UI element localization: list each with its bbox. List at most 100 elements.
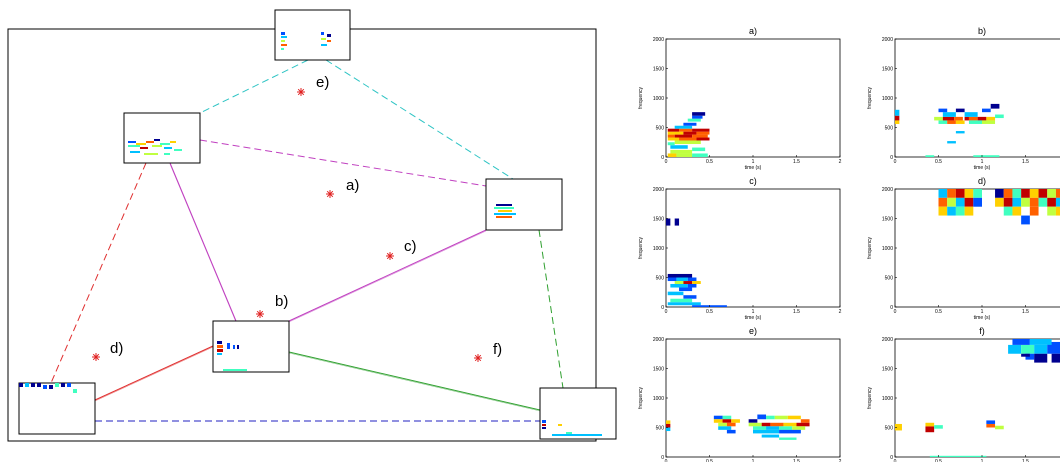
node-thumb-cell [237, 345, 239, 349]
spectro-cell [718, 422, 727, 427]
node-thumb-cell [154, 139, 160, 141]
y-axis-label: frequency [638, 387, 644, 409]
node-thumb-cell [174, 149, 182, 151]
node-thumb-cell [73, 389, 77, 393]
star-label-2: c) [404, 238, 417, 255]
y-tick-label: 0 [661, 155, 664, 161]
star-stroke [256, 310, 264, 318]
x-tick-label: 0 [665, 459, 668, 462]
x-axis-label: time (s) [745, 315, 762, 321]
x-tick-label: 1 [752, 459, 755, 462]
node-thumb-cell [281, 40, 285, 42]
spectro-cell [947, 120, 956, 124]
x-tick-label: 1.5 [793, 309, 800, 315]
star-stroke [297, 88, 305, 96]
spectro-cell [986, 420, 996, 424]
node-thumb-cell [25, 383, 29, 387]
spectro-cell [696, 131, 710, 135]
spectro-cell [670, 283, 688, 288]
y-tick-label: 1000 [882, 246, 893, 252]
spectro-cell [1012, 339, 1030, 345]
spectro-cell [995, 114, 1004, 119]
spectro-cell [1055, 206, 1060, 216]
y-tick-label: 2000 [882, 37, 893, 43]
node-thumb-cell [552, 434, 602, 436]
node-thumb-cell [37, 383, 41, 387]
node-thumb-cell [170, 141, 176, 143]
spectro-cell [938, 197, 948, 207]
node-thumb-cell [496, 204, 512, 206]
node-lower-left [18, 382, 96, 435]
y-axis-label: frequency [867, 387, 873, 409]
spectro-cell [947, 189, 956, 198]
star-label-3: b) [275, 293, 288, 310]
node-thumb-cell [227, 343, 230, 349]
spectro-cell [955, 120, 965, 124]
node-thumb-cell [61, 383, 65, 387]
y-axis-label: frequency [867, 237, 873, 259]
edge-upper-left-center [169, 162, 237, 322]
y-tick-label: 1000 [653, 96, 664, 102]
x-axis-label: time (s) [974, 165, 991, 171]
edge-shadow-right-center [288, 230, 487, 323]
edge-top-upper-left [199, 59, 309, 114]
y-tick-label: 1000 [882, 96, 893, 102]
x-tick-label: 0 [894, 309, 897, 315]
spectro-cell [761, 422, 771, 427]
edge-shadow-lower-left-center [94, 346, 214, 402]
node-thumb-cell [327, 34, 331, 37]
x-tick-label: 1 [981, 159, 984, 165]
spectro-cell [779, 429, 801, 434]
node-upper-left [123, 112, 201, 164]
node-center [212, 320, 290, 373]
spectro-cell [679, 137, 697, 141]
spectro-cell [674, 281, 684, 284]
spectro-cell [722, 419, 732, 423]
spectro-cell [796, 422, 810, 427]
spectro-cell [692, 153, 708, 157]
y-tick-label: 500 [656, 126, 665, 132]
edge-upper-left-right [199, 139, 487, 187]
node-thumb-cell [31, 383, 35, 387]
spectro-cell [674, 134, 693, 138]
x-tick-label: 2 [839, 159, 842, 165]
star-marker-3: b) [256, 293, 288, 318]
y-tick-label: 2000 [653, 337, 664, 343]
y-tick-label: 0 [890, 305, 893, 311]
spectro-cell [774, 415, 788, 420]
node-box-center [212, 320, 290, 373]
network-diagram: e) a) c) b) d) f) [7, 9, 617, 442]
node-thumb-cell [217, 349, 223, 352]
node-thumb-cell [327, 40, 331, 42]
spectro-cell [1012, 197, 1022, 207]
x-tick-label: 0.5 [935, 159, 942, 165]
node-thumb-cell [321, 32, 324, 35]
spectro-cell [761, 434, 780, 438]
x-tick-label: 0 [894, 459, 897, 462]
spectro-cell [696, 137, 710, 141]
node-thumb-cell [494, 207, 514, 209]
spectro-cell [722, 415, 732, 420]
y-tick-label: 0 [661, 305, 664, 311]
spectro-cell [1047, 197, 1056, 207]
node-thumb-cell [542, 420, 546, 423]
x-tick-label: 1.5 [793, 459, 800, 462]
panel-title: d) [978, 176, 986, 186]
x-tick-label: 1.5 [793, 159, 800, 165]
spectro-cell [779, 426, 793, 430]
spectro-cell [726, 429, 736, 434]
spectro-cell [938, 206, 948, 216]
node-box-lower-right [539, 387, 617, 440]
node-thumb-cell [217, 341, 222, 344]
x-tick-label: 1.5 [1022, 459, 1029, 462]
spectro-cell [692, 147, 706, 152]
y-tick-label: 1000 [653, 246, 664, 252]
node-thumb-cell [152, 145, 162, 147]
panel-title: b) [978, 26, 986, 36]
node-box-top [274, 9, 351, 61]
spectro-cell [666, 420, 671, 424]
node-thumb-cell [498, 210, 512, 212]
